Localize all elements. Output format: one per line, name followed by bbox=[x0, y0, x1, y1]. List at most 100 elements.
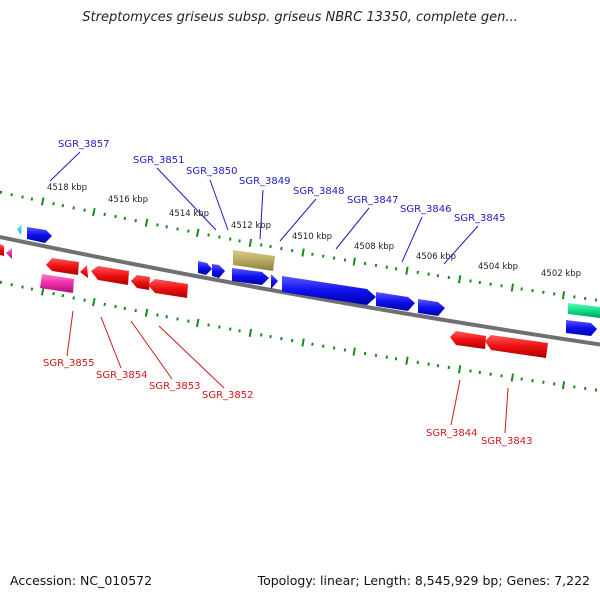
gene-arrow-pink[interactable] bbox=[40, 274, 74, 293]
gene-arrow-cyan[interactable] bbox=[17, 224, 22, 235]
scale-minor-tick bbox=[291, 338, 294, 343]
scale-minor-tick bbox=[269, 245, 272, 249]
scale-minor-tick bbox=[123, 306, 127, 311]
scale-major-tick bbox=[405, 356, 409, 365]
scale-minor-tick bbox=[311, 252, 314, 256]
gene-arrow-sgr3849[interactable] bbox=[232, 268, 269, 285]
scale-minor-tick bbox=[0, 190, 3, 195]
gene-label[interactable]: SGR_3852 bbox=[202, 390, 254, 401]
scale-minor-tick bbox=[218, 325, 221, 329]
scale-major-tick bbox=[301, 338, 305, 347]
gene-arrow-pink-edge[interactable] bbox=[6, 248, 12, 259]
gene-label[interactable]: SGR_3844 bbox=[426, 428, 478, 439]
scale-minor-tick bbox=[187, 319, 190, 323]
scale-major-tick bbox=[195, 318, 200, 327]
gene-arrow-red-edge[interactable] bbox=[0, 244, 4, 256]
scale-minor-tick bbox=[332, 346, 336, 350]
gene-arrow-sgr3844[interactable] bbox=[450, 331, 486, 349]
topology-summary: Topology: linear; Length: 8,545,929 bp; … bbox=[257, 573, 590, 588]
scale-major-tick bbox=[405, 266, 409, 275]
forward-scale-track bbox=[0, 190, 598, 302]
scale-minor-tick bbox=[322, 254, 325, 258]
scale-minor-tick bbox=[218, 235, 221, 239]
scale-minor-tick bbox=[61, 203, 65, 208]
scale-major-tick bbox=[561, 291, 566, 300]
scale-minor-tick bbox=[238, 239, 241, 243]
gene-label[interactable]: SGR_3847 bbox=[347, 195, 399, 206]
gene-label[interactable]: SGR_3849 bbox=[239, 176, 291, 187]
scale-minor-tick bbox=[103, 302, 106, 307]
gene-label[interactable]: SGR_3857 bbox=[58, 139, 110, 150]
gene-arrow-sgr3849b[interactable] bbox=[271, 274, 278, 289]
scale-major-tick bbox=[144, 218, 149, 227]
scale-minor-tick bbox=[165, 225, 168, 229]
scale-minor-tick bbox=[374, 263, 378, 267]
gene-arrow-blue-right[interactable] bbox=[566, 320, 597, 336]
gene-arrow-sgr3851a[interactable] bbox=[198, 261, 212, 275]
scale-minor-tick bbox=[72, 296, 75, 300]
scale-minor-tick bbox=[311, 342, 314, 346]
scale-tick-label: 4510 kbp bbox=[292, 232, 332, 242]
scale-major-tick bbox=[40, 287, 45, 296]
scale-minor-tick bbox=[489, 282, 492, 286]
gene-arrow-sgr3857[interactable] bbox=[27, 227, 52, 243]
scale-minor-tick bbox=[573, 385, 576, 389]
scale-minor-tick bbox=[52, 291, 55, 296]
gene-arrow-sgr3855[interactable] bbox=[46, 258, 79, 275]
scale-tick-label: 4502 kbp bbox=[541, 269, 581, 279]
scale-minor-tick bbox=[187, 229, 190, 233]
gene-label[interactable]: SGR_3846 bbox=[400, 204, 452, 215]
scale-major-tick bbox=[458, 275, 462, 284]
gene-label[interactable]: SGR_3851 bbox=[133, 155, 185, 166]
gene-label[interactable]: SGR_3843 bbox=[481, 436, 533, 447]
scale-major-tick bbox=[561, 381, 566, 390]
gene-arrow-sgr3854a[interactable] bbox=[80, 265, 88, 278]
scale-tick-label: 4508 kbp bbox=[354, 242, 394, 252]
scale-minor-tick bbox=[21, 195, 24, 199]
gene-label[interactable]: SGR_3850 bbox=[186, 166, 238, 177]
scale-minor-tick bbox=[207, 233, 210, 237]
scale-minor-tick bbox=[385, 265, 389, 269]
gene-arrow-sgr3853[interactable] bbox=[131, 275, 150, 290]
forward-leader-lines bbox=[49, 151, 479, 265]
scale-tick-label: 4516 kbp bbox=[108, 195, 148, 205]
scale-minor-tick bbox=[0, 280, 3, 285]
scale-minor-tick bbox=[269, 335, 272, 339]
gene-arrow-sgr3852[interactable] bbox=[148, 279, 188, 298]
scale-minor-tick bbox=[260, 243, 263, 247]
gene-arrow-sgr3851b[interactable] bbox=[212, 264, 225, 278]
scale-minor-tick bbox=[542, 380, 545, 384]
scale-minor-tick bbox=[343, 258, 347, 262]
reverse-leader-lines bbox=[66, 310, 509, 434]
gene-label[interactable]: SGR_3855 bbox=[43, 358, 95, 369]
gene-arrow-sgr3843[interactable] bbox=[485, 335, 548, 358]
gene-arrow-sgr3846[interactable] bbox=[418, 299, 445, 316]
gene-arrow-sgr3854[interactable] bbox=[91, 266, 129, 285]
scale-minor-tick bbox=[291, 248, 294, 253]
scale-major-tick bbox=[144, 308, 149, 317]
scale-minor-tick bbox=[363, 261, 367, 266]
gene-label[interactable]: SGR_3845 bbox=[454, 213, 506, 224]
map-title: Streptomyces griseus subsp. griseus NBRC… bbox=[82, 10, 518, 25]
gene-arrow-green[interactable] bbox=[568, 303, 600, 318]
scale-minor-tick bbox=[427, 272, 430, 276]
scale-minor-tick bbox=[385, 355, 389, 359]
scale-minor-tick bbox=[229, 237, 232, 241]
gene-label[interactable]: SGR_3854 bbox=[96, 370, 148, 381]
accession-text: Accession: NC_010572 bbox=[10, 573, 153, 588]
scale-minor-tick bbox=[280, 336, 283, 341]
gene-arrow-sgr3850[interactable] bbox=[233, 250, 275, 271]
scale-minor-tick bbox=[114, 214, 117, 219]
scale-minor-tick bbox=[83, 208, 86, 212]
scale-minor-tick bbox=[436, 364, 440, 368]
scale-major-tick bbox=[352, 257, 356, 266]
scale-minor-tick bbox=[30, 197, 34, 201]
scale-major-tick bbox=[92, 207, 96, 217]
scale-minor-tick bbox=[436, 274, 440, 278]
gene-arrow-sgr3847[interactable] bbox=[376, 292, 415, 311]
gene-label[interactable]: SGR_3853 bbox=[149, 381, 201, 392]
scale-tick-label: 4512 kbp bbox=[231, 221, 271, 231]
gene-label[interactable]: SGR_3848 bbox=[293, 186, 345, 197]
reverse-gene-labels: SGR_3855 SGR_3854 SGR_3853 SGR_3852 SGR_… bbox=[43, 358, 533, 447]
gene-arrow-sgr3848[interactable] bbox=[282, 276, 376, 305]
